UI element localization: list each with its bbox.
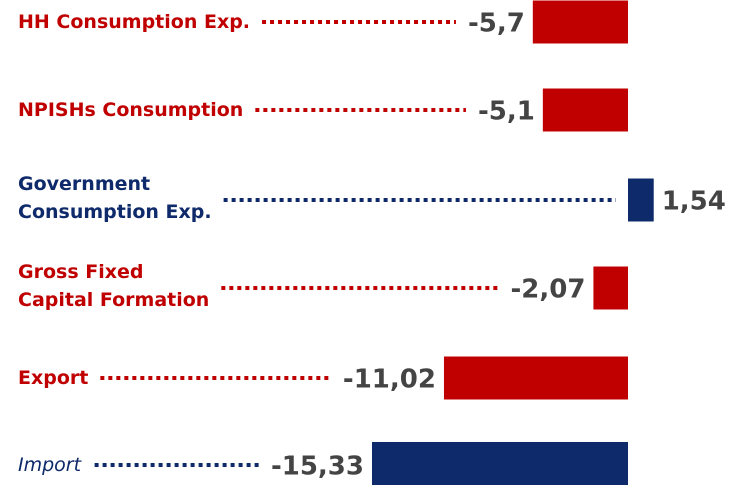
bar — [371, 442, 628, 485]
bar — [628, 178, 654, 222]
value-label: -2,07 — [510, 275, 585, 305]
value-label: 1,54 — [662, 187, 726, 217]
category-label: HH Consumption Exp. — [18, 11, 250, 33]
bar — [532, 0, 628, 44]
category-label: NPISHs Consumption — [18, 99, 243, 121]
category-label: Gross Fixed Capital Formation — [18, 261, 209, 311]
value-label: -11,02 — [343, 365, 436, 395]
value-label: -15,33 — [271, 452, 364, 482]
value-label: -5,1 — [478, 97, 535, 127]
bar — [542, 88, 628, 132]
category-label: Export — [18, 367, 88, 389]
bar — [593, 266, 628, 310]
category-label: Import — [18, 454, 83, 476]
category-label: Government Consumption Exp. — [18, 173, 212, 223]
bar — [443, 356, 628, 400]
value-label: -5,7 — [468, 9, 525, 39]
